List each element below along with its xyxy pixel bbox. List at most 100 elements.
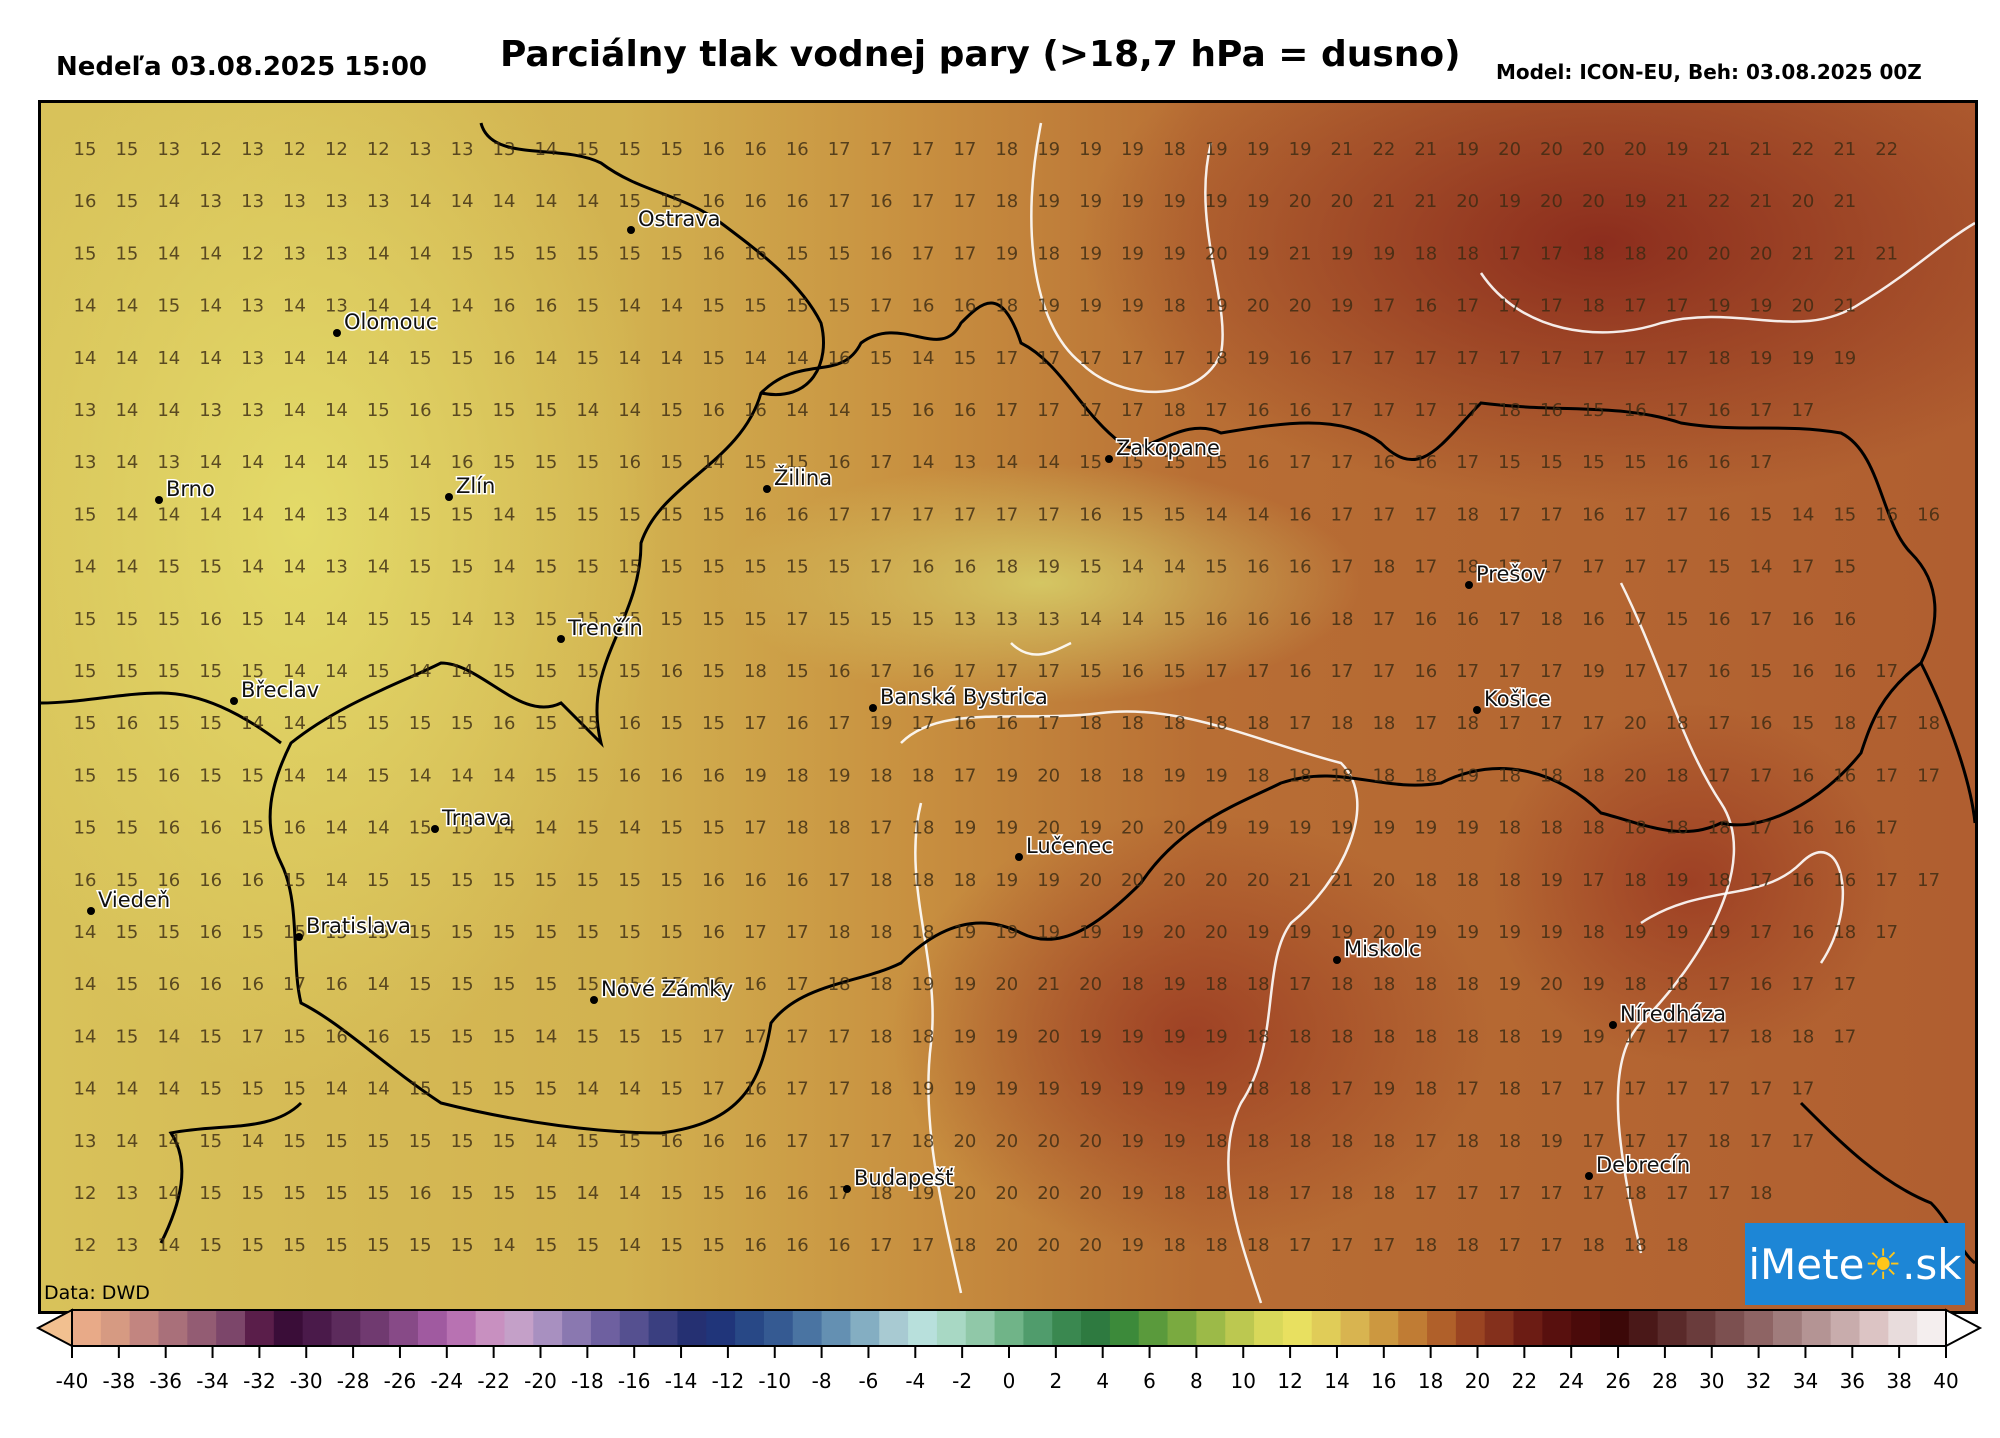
grid-value: 17 bbox=[1289, 1235, 1312, 1256]
grid-value: 18 bbox=[1498, 1079, 1521, 1100]
grid-value: 16 bbox=[828, 348, 851, 369]
grid-value: 16 bbox=[953, 296, 976, 317]
grid-value: 15 bbox=[870, 609, 893, 630]
grid-value: 15 bbox=[618, 504, 641, 525]
colorbar-tick-label: -4 bbox=[905, 1369, 925, 1393]
city-label[interactable]: Trenčín bbox=[566, 615, 645, 642]
grid-value: 19 bbox=[1163, 1026, 1186, 1047]
grid-value: 15 bbox=[576, 557, 599, 578]
colorbar-cell bbox=[1744, 1310, 1774, 1346]
grid-value: 14 bbox=[283, 765, 306, 786]
grid-value: 14 bbox=[74, 557, 97, 578]
colorbar-cell bbox=[1109, 1310, 1140, 1346]
grid-value: 20 bbox=[1791, 191, 1814, 212]
grid-value: 19 bbox=[1205, 818, 1228, 839]
grid-value: 15 bbox=[283, 870, 306, 891]
grid-value: 17 bbox=[1582, 870, 1605, 891]
grid-value: 17 bbox=[1498, 296, 1521, 317]
city-dot bbox=[1015, 853, 1023, 861]
grid-value: 20 bbox=[995, 1183, 1018, 1204]
grid-value: 18 bbox=[1833, 922, 1856, 943]
city-label[interactable]: Ostrava bbox=[637, 206, 723, 233]
sun-icon: ☀ bbox=[1864, 1239, 1903, 1289]
grid-value: 18 bbox=[912, 922, 935, 943]
grid-value: 15 bbox=[493, 922, 516, 943]
grid-value: 17 bbox=[1917, 765, 1940, 786]
grid-value: 16 bbox=[325, 974, 348, 995]
imeteo-logo[interactable]: iMete ☀ .sk bbox=[1745, 1223, 1965, 1305]
grid-value: 14 bbox=[618, 296, 641, 317]
city-label[interactable]: Trnava bbox=[440, 805, 513, 832]
city-label[interactable]: Nové Zámky bbox=[600, 976, 735, 1003]
grid-value: 15 bbox=[870, 400, 893, 421]
city-label[interactable]: Zakopane bbox=[1115, 435, 1222, 462]
grid-value: 15 bbox=[660, 974, 683, 995]
grid-value: 15 bbox=[702, 661, 725, 682]
city-label[interactable]: Banská Bystrica bbox=[879, 684, 1050, 711]
grid-value: 15 bbox=[828, 609, 851, 630]
city-dot bbox=[230, 697, 238, 705]
grid-value: 13 bbox=[241, 191, 264, 212]
colorbar-tick-label: 6 bbox=[1143, 1369, 1156, 1393]
grid-value: 17 bbox=[1414, 504, 1437, 525]
grid-value: 18 bbox=[912, 1026, 935, 1047]
city-dot bbox=[1333, 956, 1341, 964]
city-label[interactable]: Prešov bbox=[1475, 561, 1548, 588]
colorbar-tick-label: -32 bbox=[243, 1369, 276, 1393]
dusno-threshold-contour bbox=[1479, 221, 1975, 334]
grid-value: 19 bbox=[1079, 1079, 1102, 1100]
grid-value: 16 bbox=[744, 870, 767, 891]
grid-value: 18 bbox=[1247, 1079, 1270, 1100]
grid-value: 15 bbox=[409, 504, 432, 525]
grid-value: 17 bbox=[1163, 348, 1186, 369]
map-canvas[interactable]: 15 15 13 12 13 12 12 12 13 13 13 14 15 15 15 16 16 16 17 17… bbox=[41, 103, 1975, 1311]
grid-value: 15 bbox=[241, 922, 264, 943]
grid-value: 18 bbox=[1666, 974, 1689, 995]
grid-value: 19 bbox=[1079, 243, 1102, 264]
colorbar-tick-label: 38 bbox=[1886, 1369, 1911, 1393]
grid-value: 21 bbox=[1750, 191, 1773, 212]
grid-value: 17 bbox=[1624, 1079, 1647, 1100]
grid-value: 19 bbox=[1037, 191, 1060, 212]
city-label[interactable]: Košice bbox=[1483, 686, 1553, 713]
city-dot bbox=[590, 996, 598, 1004]
grid-value: 15 bbox=[1121, 452, 1144, 473]
grid-value: 15 bbox=[702, 713, 725, 734]
grid-value: 19 bbox=[995, 1079, 1018, 1100]
grid-value: 15 bbox=[618, 661, 641, 682]
city-label[interactable]: Olomouc bbox=[343, 309, 439, 336]
grid-value: 16 bbox=[1708, 661, 1731, 682]
grid-value: 15 bbox=[576, 1235, 599, 1256]
weather-map[interactable]: 15 15 13 12 13 12 12 12 13 13 13 14 15 15 15 16 16 16 17 17… bbox=[38, 100, 1978, 1314]
grid-value: 18 bbox=[1456, 1026, 1479, 1047]
grid-value: 15 bbox=[74, 243, 97, 264]
city-label[interactable]: Brno bbox=[165, 476, 217, 503]
city-label[interactable]: Zlín bbox=[455, 473, 497, 500]
city-label[interactable]: Budapešť bbox=[853, 1165, 955, 1192]
grid-value: 14 bbox=[451, 609, 474, 630]
city-label[interactable]: Miskolc bbox=[1343, 936, 1423, 963]
city-label[interactable]: Bratislava bbox=[305, 913, 413, 940]
city-label[interactable]: Lučenec bbox=[1025, 833, 1115, 860]
city-label[interactable]: Břeclav bbox=[240, 677, 321, 704]
grid-value: 17 bbox=[1708, 1183, 1731, 1204]
grid-value: 19 bbox=[1582, 661, 1605, 682]
grid-value: 19 bbox=[1247, 139, 1270, 160]
grid-value: 18 bbox=[1205, 1183, 1228, 1204]
grid-value: 18 bbox=[1121, 974, 1144, 995]
city-label[interactable]: Debrecín bbox=[1595, 1152, 1692, 1179]
grid-value: 16 bbox=[786, 139, 809, 160]
grid-value: 15 bbox=[618, 243, 641, 264]
city-label[interactable]: Žilina bbox=[773, 464, 834, 492]
city-label[interactable]: Níredháza bbox=[1619, 1001, 1728, 1028]
grid-value: 19 bbox=[995, 1026, 1018, 1047]
grid-value: 15 bbox=[660, 1026, 683, 1047]
city-dot bbox=[1473, 706, 1481, 714]
grid-value: 19 bbox=[1833, 348, 1856, 369]
colorbar-tick-label: -18 bbox=[571, 1369, 604, 1393]
city-label[interactable]: Viedeň bbox=[97, 887, 172, 914]
grid-value: 19 bbox=[1540, 1131, 1563, 1152]
grid-value: 14 bbox=[325, 400, 348, 421]
grid-value: 17 bbox=[1372, 348, 1395, 369]
grid-value: 18 bbox=[1205, 1131, 1228, 1152]
